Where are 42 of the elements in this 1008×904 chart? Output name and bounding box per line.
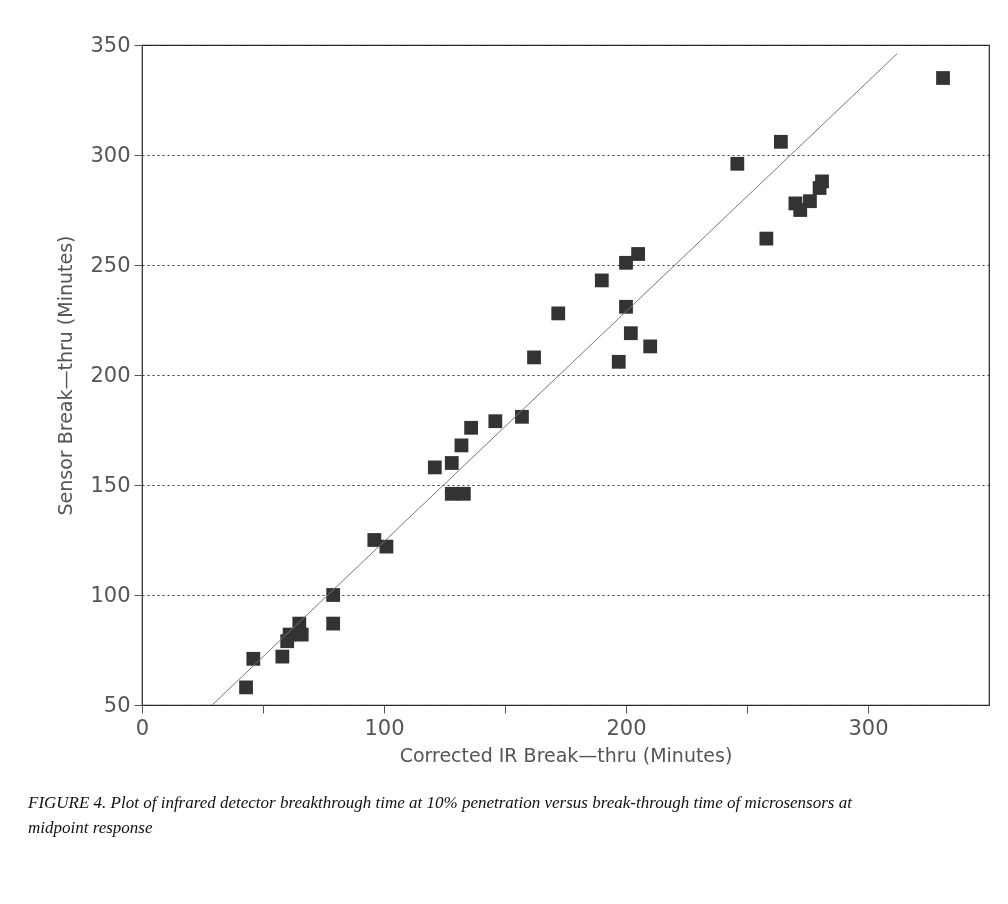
point — [367, 533, 382, 547]
point — [631, 247, 645, 261]
y-tick-label: 250 — [90, 252, 131, 277]
point — [326, 616, 341, 631]
point — [815, 174, 829, 189]
point — [326, 588, 341, 602]
y-tick-label: 50 — [103, 692, 131, 717]
point — [551, 306, 566, 321]
point — [246, 651, 261, 666]
x-tick-label: 0 — [135, 715, 150, 740]
x-tick-label: 100 — [364, 715, 405, 740]
point — [239, 680, 253, 695]
caption: FIGURE 4. Plot of infrared detector breakthrough time at 10% penetration versus break-through time of microsensors at midpoint response — [28, 792, 854, 839]
point — [444, 456, 459, 470]
point — [594, 273, 609, 288]
x-tick-label: 200 — [606, 715, 647, 740]
point — [611, 354, 626, 369]
point — [803, 194, 817, 209]
point — [623, 326, 638, 341]
point — [619, 255, 633, 270]
point — [488, 414, 503, 429]
point — [773, 134, 788, 149]
point — [619, 299, 633, 314]
y-axis-title: Sensor Break—thru (Minutes) — [54, 235, 77, 516]
point — [294, 627, 309, 642]
point — [275, 649, 290, 664]
point — [456, 486, 471, 501]
x-axis-title: Corrected IR Break—thru (Minutes) — [399, 743, 733, 766]
y-tick-label: 150 — [90, 472, 131, 497]
point — [643, 339, 658, 354]
y-tick-label: 100 — [90, 582, 131, 607]
point — [427, 460, 442, 475]
point — [936, 71, 950, 85]
y-tick-label: 300 — [90, 142, 131, 167]
point — [515, 409, 529, 424]
y-tick-label: 350 — [90, 32, 131, 57]
point — [464, 420, 479, 435]
y-tick-label: 200 — [90, 362, 131, 387]
point — [730, 156, 745, 171]
point — [759, 231, 774, 246]
point — [527, 350, 541, 365]
x-tick-label: 300 — [848, 715, 889, 740]
